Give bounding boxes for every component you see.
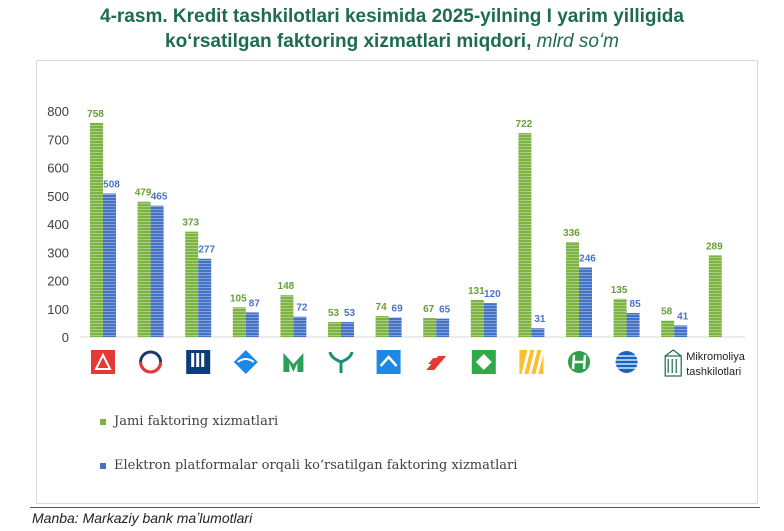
- y-tick-label: 100: [47, 302, 69, 317]
- data-label: 74: [376, 302, 388, 313]
- bar-electronic: [531, 328, 545, 337]
- bar-total: [90, 122, 103, 338]
- y-tick-label: 600: [47, 161, 69, 176]
- bank-logo-red-stripes-icon: [426, 356, 447, 370]
- data-label: 69: [392, 304, 404, 315]
- bar-total: [423, 318, 437, 337]
- data-label: 148: [278, 281, 295, 292]
- bank-logo-green-diamond-icon: [471, 350, 496, 374]
- y-tick-label: 400: [47, 217, 69, 232]
- chart-title: 4-rasm. Kredit tashkilotlari kesimida 20…: [0, 4, 784, 54]
- data-label: 758: [87, 109, 104, 120]
- data-label: 31: [534, 314, 546, 325]
- data-label: 87: [249, 298, 261, 309]
- bar-electronic: [150, 205, 164, 337]
- bar-total: [375, 316, 389, 337]
- chart-title-text: koʻrsatilgan faktoring xizmatlari miqdor…: [165, 31, 532, 52]
- bank-logo-blue-diamond-icon: [233, 350, 258, 374]
- bar-electronic: [626, 312, 640, 337]
- bank-logo-green-m-icon: [283, 353, 304, 372]
- source-note: Manba: Markaziy bank maʼlumotlari: [32, 510, 253, 526]
- bar-electronic: [245, 312, 259, 337]
- data-label: 120: [484, 289, 501, 300]
- bar-total: [137, 201, 151, 337]
- data-label: 105: [230, 293, 247, 304]
- legend-swatch-green: [100, 418, 106, 425]
- chart-title-line2: koʻrsatilgan faktoring xizmatlari miqdor…: [0, 29, 784, 54]
- data-label: 65: [439, 305, 451, 316]
- data-label: 336: [563, 228, 580, 239]
- y-tick-label: 0: [62, 330, 69, 345]
- legend-item-electronic: Elektron platformalar orqali koʻrsatilga…: [100, 458, 517, 473]
- bar-electronic: [483, 303, 497, 337]
- bar-electronic: [674, 325, 688, 337]
- bar-total: [280, 295, 294, 337]
- data-label: 722: [516, 119, 533, 130]
- data-label: 465: [151, 192, 168, 203]
- data-label: 246: [579, 254, 596, 265]
- legend-swatch-blue: [100, 462, 106, 469]
- bar-total: [185, 231, 199, 337]
- data-label: 85: [630, 299, 642, 310]
- data-label: 53: [344, 308, 356, 319]
- bar-total: [518, 133, 532, 337]
- data-label: 479: [135, 188, 152, 199]
- chart-frame: [36, 60, 758, 504]
- chart-title-unit: mlrd soʻm: [536, 31, 619, 52]
- bank-logo-yellow-stripes-icon: [519, 350, 545, 374]
- category-label-microfinance: tashkilotlari: [686, 366, 741, 378]
- bar-total: [613, 298, 627, 337]
- data-label: 53: [328, 308, 340, 319]
- source-divider: [30, 507, 760, 508]
- bar-electronic: [388, 317, 402, 337]
- bar-total: [566, 242, 579, 337]
- data-label: 72: [296, 303, 308, 314]
- y-tick-label: 300: [47, 245, 69, 260]
- bank-logo-green-h-icon: [568, 351, 590, 373]
- bank-logo-red-icon: [91, 350, 115, 374]
- data-label: 67: [423, 304, 435, 315]
- bar-total: [661, 320, 675, 337]
- nbu-logo-icon: [186, 350, 211, 374]
- bar-electronic: [579, 267, 592, 337]
- data-label: 135: [611, 285, 628, 296]
- bank-logo-roof-icon: [376, 350, 401, 374]
- bank-logo-tulip-icon: [328, 351, 354, 373]
- y-tick-label: 800: [47, 104, 69, 119]
- y-tick-label: 700: [47, 132, 69, 147]
- y-tick-label: 500: [47, 189, 69, 204]
- y-tick-label: 200: [47, 274, 69, 289]
- legend-label-electronic: Elektron platformalar orqali koʻrsatilga…: [114, 458, 518, 473]
- data-label: 277: [198, 245, 215, 256]
- data-label: 289: [706, 241, 723, 252]
- bank-logo-blue-globe-icon: [615, 351, 638, 373]
- bank-logo-ring-icon: [139, 350, 163, 374]
- bar-total: [708, 255, 722, 337]
- category-label-microfinance: Mikromoliya: [686, 351, 746, 363]
- legend-label-total: Jami faktoring xizmatlari: [114, 414, 279, 429]
- chart-title-line1: 4-rasm. Kredit tashkilotlari kesimida 20…: [100, 6, 684, 27]
- data-label: 508: [103, 179, 120, 190]
- bar-total: [328, 322, 341, 337]
- data-label: 41: [677, 311, 689, 322]
- legend-item-total: Jami faktoring xizmatlari: [100, 414, 278, 429]
- bar-electronic: [198, 258, 212, 337]
- bar-electronic: [436, 318, 450, 337]
- data-label: 58: [661, 307, 673, 318]
- bar-total: [470, 299, 484, 337]
- bar-electronic: [103, 193, 116, 337]
- data-label: 131: [468, 286, 485, 297]
- microfinance-building-icon: [664, 349, 682, 377]
- bar-total: [232, 307, 246, 337]
- bar-electronic: [341, 322, 354, 337]
- data-label: 373: [182, 218, 199, 229]
- bar-electronic: [293, 316, 307, 337]
